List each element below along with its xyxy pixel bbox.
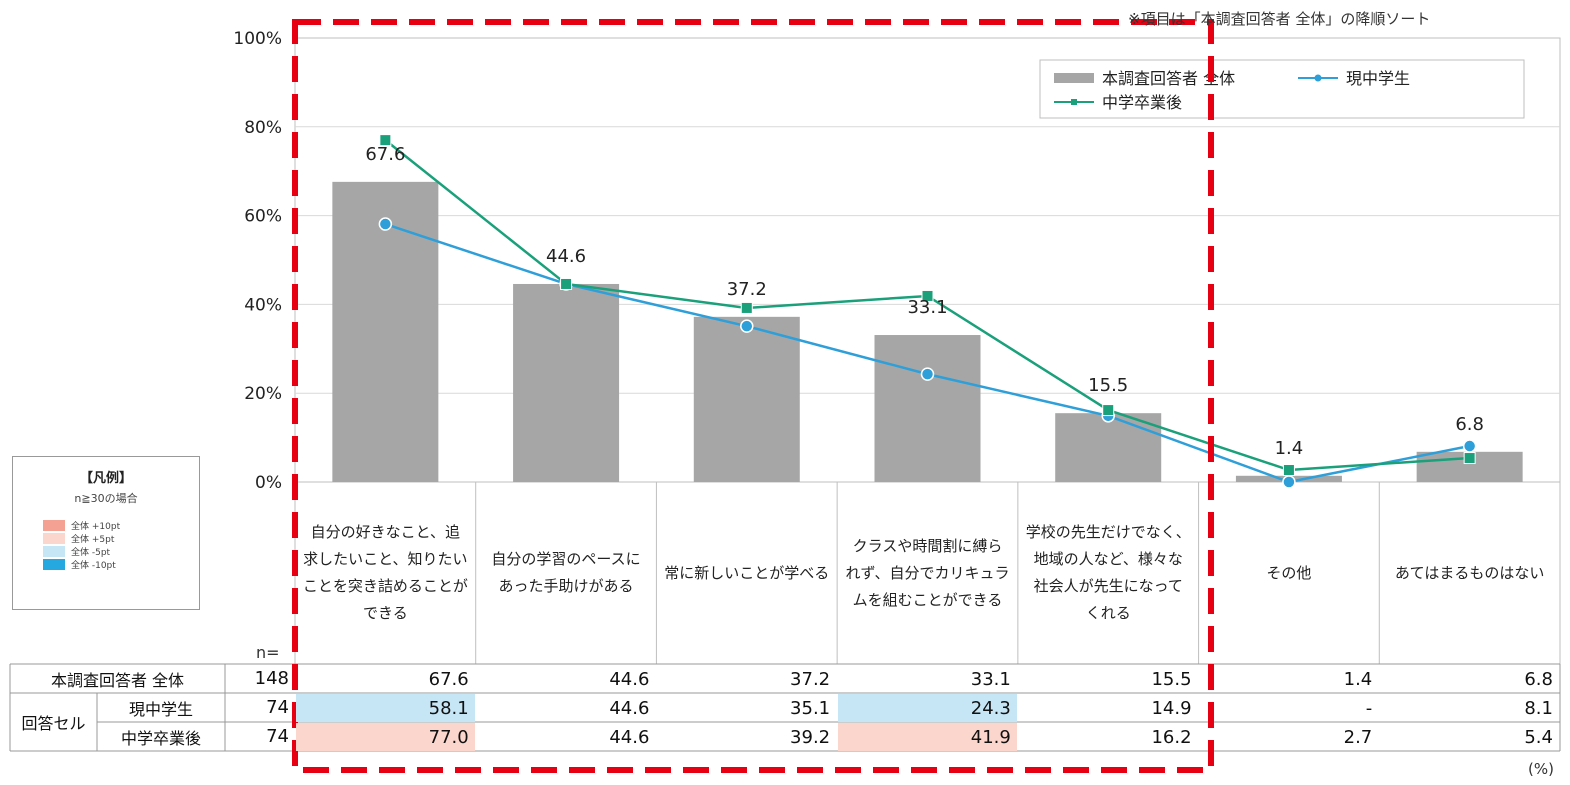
category-label: クラスや時間割に縛ら れず、自分でカリキュラ ムを組むことができる <box>845 536 1010 609</box>
table-value-cell: 24.3 <box>838 694 1017 722</box>
table-row-label: 中学卒業後 <box>120 728 201 748</box>
color-guide-title: 【凡例】 <box>79 471 132 486</box>
line-marker <box>560 277 573 290</box>
table-value-cell: 16.2 <box>1151 726 1192 748</box>
bar-data-label: 1.4 <box>1275 438 1304 459</box>
table-value-cell: 6.8 <box>1524 668 1553 690</box>
color-guide-text: 全体 -10pt <box>71 560 116 571</box>
table-value-cell: 8.1 <box>1524 697 1553 719</box>
line-marker <box>740 301 753 314</box>
legend-label: 現中学生 <box>1346 69 1410 88</box>
line-marker <box>740 319 754 333</box>
line-marker <box>921 289 934 302</box>
legend-label: 中学卒業後 <box>1102 93 1182 112</box>
sort-note: ※項目は「本調査回答者 全体」の降順ソート <box>1128 10 1431 28</box>
table-value-cell: 33.1 <box>970 668 1011 690</box>
legend-box <box>1039 59 1525 119</box>
table-value-cell: 41.9 <box>838 723 1017 751</box>
table-value-cell: 35.1 <box>790 697 831 719</box>
line-marker <box>1462 439 1477 453</box>
line-marker <box>920 367 935 381</box>
table-n-cell: 74 <box>266 697 289 718</box>
category-label: 常に新しいことが学べる <box>664 563 830 582</box>
bar <box>693 316 800 482</box>
line-marker <box>1463 452 1476 465</box>
color-guide-row: 全体 -10pt <box>43 558 116 571</box>
color-guide-swatch <box>43 519 65 531</box>
line-marker <box>379 134 392 147</box>
bar <box>332 181 439 482</box>
y-tick-label: 60% <box>244 207 282 227</box>
bar-data-label: 44.6 <box>546 246 586 267</box>
color-guide-swatch <box>43 558 65 570</box>
y-tick-label: 100% <box>233 29 282 49</box>
bar-data-label: 6.8 <box>1455 414 1484 435</box>
bar <box>874 335 981 482</box>
y-tick-label: 40% <box>244 295 282 315</box>
table-value-cell: 44.6 <box>609 668 650 690</box>
color-guide-row: 全体 +5pt <box>43 532 115 545</box>
table-value-cell: 5.4 <box>1524 726 1553 748</box>
table-value-cell: 67.6 <box>428 668 469 690</box>
n-header: n= <box>256 643 280 662</box>
line-marker <box>1282 475 1296 489</box>
bar <box>1055 413 1162 482</box>
legend-label: 本調査回答者 全体 <box>1102 69 1235 88</box>
legend-marker <box>1314 74 1322 82</box>
category-label: 自分の学習のペースに あった手助けがある <box>491 550 641 595</box>
bar-data-label: 67.6 <box>365 144 405 165</box>
category-label: あてはまるものはない <box>1394 563 1545 582</box>
table-row-label: 現中学生 <box>128 699 193 719</box>
color-guide-text: 全体 +10pt <box>71 521 121 532</box>
table-value-cell: 15.5 <box>1151 668 1192 690</box>
table-value-cell: 39.2 <box>790 726 831 748</box>
table-group-label: 回答セル <box>21 714 86 733</box>
y-tick-label: 80% <box>244 118 282 138</box>
table-value-cell: 44.6 <box>609 726 650 748</box>
color-guide-text: 全体 -5pt <box>71 547 111 558</box>
color-guide-row: 全体 +10pt <box>43 519 121 532</box>
legend-marker <box>1071 99 1077 105</box>
color-guide-swatch <box>43 532 65 544</box>
color-guide-condition: n≧30の場合 <box>74 492 138 505</box>
unit-label: (%) <box>1528 760 1554 778</box>
table-value-cell: 2.7 <box>1343 726 1373 748</box>
table-value-cell: 77.0 <box>296 723 475 751</box>
legend-swatch <box>1054 73 1094 83</box>
highlight-box <box>292 19 1214 773</box>
table-value-cell: 14.9 <box>1151 697 1192 719</box>
category-label: その他 <box>1266 563 1312 582</box>
table-n-cell: 74 <box>266 726 289 747</box>
table-value-cell: 58.1 <box>296 694 475 722</box>
line-marker <box>1282 464 1295 477</box>
color-guide-row: 全体 -5pt <box>43 545 111 558</box>
category-label: 自分の好きなこと、追 求したいこと、知りたい ことを突き詰めることが できる <box>302 523 468 622</box>
line-marker <box>1102 404 1115 417</box>
table-value-cell: 1.4 <box>1343 668 1373 690</box>
table-value-cell: 37.2 <box>790 668 831 690</box>
color-guide-swatch <box>43 545 65 557</box>
bar-data-label: 15.5 <box>1088 375 1128 396</box>
y-tick-label: 0% <box>255 473 282 493</box>
table-row-label: 本調査回答者 全体 <box>50 670 185 690</box>
bar-data-label: 37.2 <box>727 279 767 300</box>
bar-data-label: 33.1 <box>907 297 947 318</box>
color-guide-text: 全体 +5pt <box>71 534 115 545</box>
table-value-cell: 44.6 <box>609 697 650 719</box>
bar <box>513 283 620 482</box>
table-value-cell: - <box>1365 697 1373 719</box>
color-guide-box: 【凡例】 n≧30の場合 全体 +10pt 全体 +5pt 全体 -5pt 全体 -1… <box>12 456 200 610</box>
category-label: 学校の先生だけでなく、 地域の人など、様々な 社会人が先生になって くれる <box>1025 523 1191 622</box>
table-n-cell: 148 <box>254 668 289 689</box>
line-marker <box>378 217 393 231</box>
y-tick-label: 20% <box>244 384 282 404</box>
